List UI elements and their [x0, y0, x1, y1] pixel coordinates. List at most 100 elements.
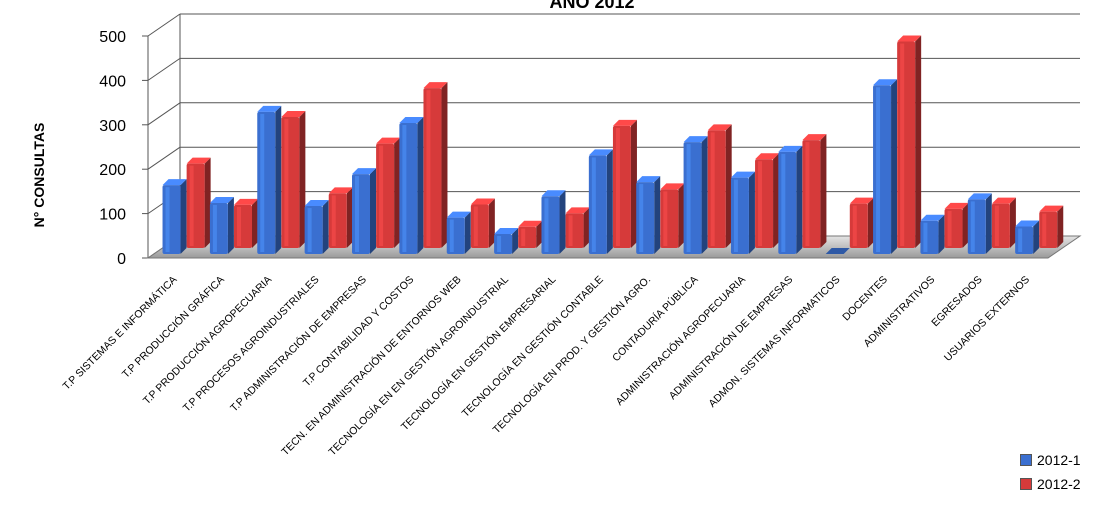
bar-side-series-2 — [867, 197, 874, 248]
bar-top-series-1 — [541, 190, 566, 197]
bar-side-series-2 — [1009, 197, 1016, 248]
bar-highlight-series-2 — [568, 215, 573, 246]
bar-top-series-2 — [234, 198, 258, 205]
bar-highlight-series-1 — [449, 219, 454, 252]
bar-side-series-1 — [275, 105, 282, 254]
bar-top-series-1 — [873, 79, 898, 86]
x-tick-label: T.P PRODUCCIÓN GRÁFICA — [119, 273, 227, 381]
y-tick-label: 300 — [99, 118, 126, 135]
y-axis-label: N° CONSULTAS — [31, 123, 47, 228]
bar-side-series-2 — [678, 183, 685, 248]
bar-highlight-series-2 — [379, 145, 384, 246]
gridline-depth — [147, 57, 181, 81]
bar-top-series-2 — [376, 137, 401, 144]
y-tick-label: 100 — [99, 207, 126, 224]
bar-top-series-2 — [518, 220, 543, 227]
legend-label-series-1: 2012-1 — [1037, 452, 1081, 468]
bar-highlight-series-1 — [260, 113, 265, 252]
bar-series-2 — [470, 204, 489, 248]
bar-top-series-2 — [755, 153, 780, 160]
bar-top-series-2 — [186, 157, 211, 164]
bar-side-series-2 — [346, 187, 353, 248]
bar-series-2 — [1039, 211, 1058, 248]
x-tick-label: DOCENTES — [840, 274, 890, 324]
legend-item-series-1: 2012-1 — [1020, 448, 1081, 472]
x-tick-label: TECN. EN ADMINISTRACIÓN DE ENTORNOS WEB — [278, 273, 463, 458]
bar-side-series-2 — [820, 134, 827, 248]
bar-top-series-1 — [352, 168, 376, 175]
y-tick-label: 0 — [117, 251, 126, 268]
chart-title: AÑO 2012 — [549, 0, 634, 12]
bar-series-2 — [186, 163, 205, 248]
bar-side-series-1 — [891, 79, 898, 254]
bar-series-1 — [162, 185, 181, 254]
bar-side-series-2 — [773, 153, 780, 248]
bar-side-series-2 — [204, 157, 211, 248]
bar-series-2 — [707, 130, 726, 248]
bar-top-series-2 — [565, 207, 590, 214]
legend-label-series-2: 2012-2 — [1037, 476, 1081, 492]
x-tick-label: TECNOLOGÍA EN EN GESTIÓN AGROINDUSTRIAL — [326, 273, 511, 458]
legend-swatch-series-2 — [1020, 478, 1032, 490]
bar-series-2 — [897, 41, 916, 248]
bar-series-2 — [849, 203, 868, 248]
x-tick-label: TECNOLOGÍA EN PROD. Y GESTIÓN AGRO. — [490, 273, 653, 436]
bar-highlight-series-1 — [497, 236, 502, 252]
bar-series-1 — [209, 202, 228, 254]
bar-highlight-series-1 — [876, 87, 881, 252]
bar-side-series-1 — [1033, 220, 1040, 254]
bar-top-series-2 — [991, 197, 1016, 204]
bar-series-2 — [518, 226, 537, 248]
bar-series-2 — [991, 203, 1010, 248]
bar-top-series-1 — [257, 105, 282, 112]
legend-swatch-series-1 — [1020, 454, 1032, 466]
y-tick-label: 400 — [99, 73, 126, 90]
bar-top-series-2 — [897, 35, 922, 42]
bar-series-2 — [234, 204, 252, 248]
bar-top-series-1 — [730, 171, 755, 178]
bar-top-series-2 — [944, 202, 969, 209]
bar-top-series-2 — [328, 187, 353, 194]
bar-highlight-series-2 — [331, 195, 336, 246]
bar-side-series-1 — [370, 168, 376, 254]
x-tick-label: USUARIOS EXTERNOS — [942, 274, 1032, 364]
bar-side-series-2 — [962, 202, 969, 248]
bar-top-series-2 — [802, 134, 827, 141]
bar-side-series-1 — [985, 193, 992, 254]
x-tick-label: CONTADURÍA PÚBLICA — [609, 273, 700, 364]
bar-series-2 — [376, 143, 395, 248]
bar-series-2 — [328, 193, 347, 248]
bar-top-series-1 — [304, 200, 329, 207]
bar-top-series-2 — [707, 124, 732, 131]
bar-top-series-2 — [1039, 205, 1064, 212]
bar-highlight-series-1 — [923, 222, 928, 252]
bar-series-1 — [730, 177, 749, 254]
bar-top-series-1 — [967, 193, 992, 200]
bar-highlight-series-1 — [1018, 228, 1023, 252]
bar-top-series-1 — [209, 196, 234, 203]
bar-side-series-2 — [725, 124, 732, 248]
bar-highlight-series-2 — [284, 119, 289, 246]
bar-side-series-1 — [938, 214, 945, 254]
bar-highlight-series-2 — [237, 206, 241, 246]
bar-top-series-1 — [1015, 220, 1040, 227]
bar-series-1 — [304, 206, 323, 254]
bar-top-series-1 — [636, 176, 661, 183]
bar-highlight-series-1 — [639, 184, 644, 252]
y-tick-label: 200 — [99, 162, 126, 179]
bar-top-series-1 — [683, 136, 708, 143]
bar-highlight-series-1 — [165, 187, 170, 252]
bar-side-series-1 — [464, 211, 471, 254]
bar-top-series-1 — [446, 211, 471, 218]
bar-series-2 — [612, 125, 631, 248]
bar-series-1 — [352, 174, 370, 254]
bar-series-1 — [1015, 226, 1034, 254]
bar-highlight-series-2 — [426, 90, 431, 246]
bar-top-series-2 — [470, 198, 495, 205]
bar-top-series-1 — [162, 179, 187, 186]
bar-top-series-2 — [281, 111, 306, 118]
gridline-depth — [147, 102, 181, 126]
bar-highlight-series-2 — [521, 228, 526, 246]
bar-side-series-1 — [559, 190, 566, 254]
